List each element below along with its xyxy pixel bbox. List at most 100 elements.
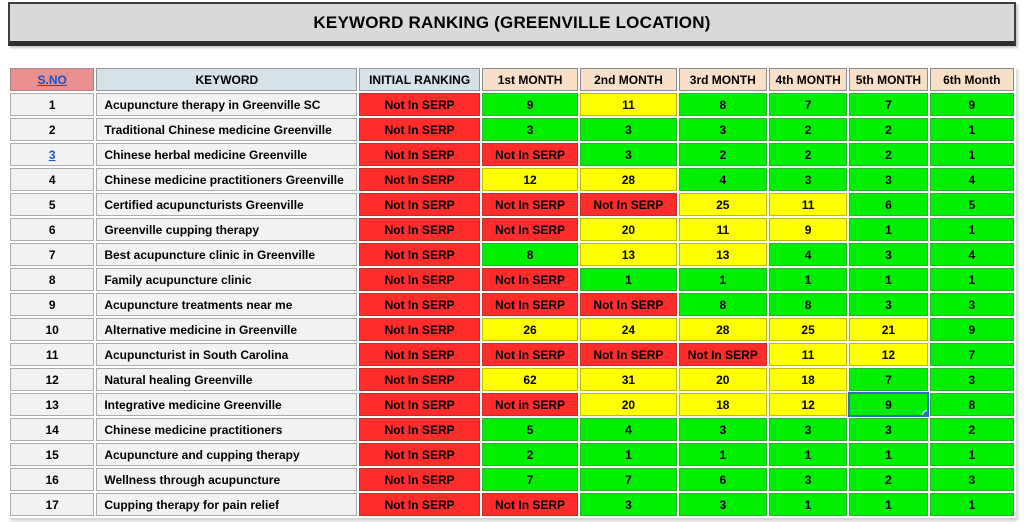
cell-month-5[interactable]: 3 xyxy=(849,243,928,266)
cell-initial-ranking[interactable]: Not In SERP xyxy=(359,218,480,241)
cell-sno[interactable]: 8 xyxy=(10,268,95,291)
cell-month-4[interactable]: 1 xyxy=(768,268,848,291)
cell-month-4[interactable]: 9 xyxy=(768,218,848,241)
cell-month-5[interactable]: 21 xyxy=(849,318,928,341)
cell-month-5[interactable]: 3 xyxy=(849,293,928,316)
cell-sno[interactable]: 10 xyxy=(10,318,95,341)
cell-initial-ranking[interactable]: Not In SERP xyxy=(359,168,480,191)
cell-month-5[interactable]: 6 xyxy=(849,193,928,216)
cell-month-3[interactable]: 6 xyxy=(678,468,767,491)
cell-initial-ranking[interactable]: Not In SERP xyxy=(359,418,480,441)
cell-month-4[interactable]: 1 xyxy=(768,443,848,466)
cell-initial-ranking[interactable]: Not In SERP xyxy=(359,118,480,141)
cell-month-2[interactable]: 11 xyxy=(580,93,677,116)
cell-keyword[interactable]: Natural healing Greenville xyxy=(96,368,358,391)
cell-month-3[interactable]: 3 xyxy=(678,493,767,516)
cell-month-5[interactable]: 3 xyxy=(849,168,928,191)
cell-month-2[interactable]: Not In SERP xyxy=(580,343,677,366)
cell-sno[interactable]: 12 xyxy=(10,368,95,391)
cell-month-2[interactable]: 3 xyxy=(580,143,677,166)
cell-month-1[interactable]: Not In SERP xyxy=(481,193,579,216)
cell-month-4[interactable]: 8 xyxy=(768,293,848,316)
cell-sno[interactable]: 11 xyxy=(10,343,95,366)
cell-month-5[interactable]: 3 xyxy=(849,418,928,441)
cell-month-3[interactable]: 3 xyxy=(678,118,767,141)
cell-initial-ranking[interactable]: Not In SERP xyxy=(359,443,480,466)
cell-month-2[interactable]: 3 xyxy=(580,118,677,141)
cell-month-3[interactable]: 18 xyxy=(678,393,767,416)
cell-initial-ranking[interactable]: Not In SERP xyxy=(359,268,480,291)
cell-month-2[interactable]: Not In SERP xyxy=(580,193,677,216)
cell-month-4[interactable]: 12 xyxy=(768,393,848,416)
cell-month-3[interactable]: 20 xyxy=(678,368,767,391)
cell-month-6[interactable]: 5 xyxy=(929,193,1014,216)
cell-keyword[interactable]: Chinese herbal medicine Greenville xyxy=(96,143,358,166)
cell-month-6[interactable]: 1 xyxy=(929,493,1014,516)
cell-sno[interactable]: 3 xyxy=(10,143,95,166)
cell-initial-ranking[interactable]: Not In SERP xyxy=(359,243,480,266)
cell-sno[interactable]: 15 xyxy=(10,443,95,466)
cell-month-3[interactable]: 25 xyxy=(678,193,767,216)
cell-month-4[interactable]: 25 xyxy=(768,318,848,341)
cell-initial-ranking[interactable]: Not In SERP xyxy=(359,343,480,366)
cell-month-6[interactable]: 7 xyxy=(929,343,1014,366)
cell-keyword[interactable]: Alternative medicine in Greenville xyxy=(96,318,358,341)
cell-month-3[interactable]: 28 xyxy=(678,318,767,341)
cell-month-3[interactable]: 2 xyxy=(678,143,767,166)
cell-month-4[interactable]: 1 xyxy=(768,493,848,516)
cell-month-2[interactable]: 20 xyxy=(580,218,677,241)
cell-keyword[interactable]: Acupuncture treatments near me xyxy=(96,293,358,316)
cell-month-5[interactable]: 2 xyxy=(849,118,928,141)
cell-month-2[interactable]: 31 xyxy=(580,368,677,391)
cell-keyword[interactable]: Traditional Chinese medicine Greenville xyxy=(96,118,358,141)
cell-month-1[interactable]: Not In SERP xyxy=(481,218,579,241)
sno-header-link[interactable]: S.NO xyxy=(37,72,67,87)
cell-month-4[interactable]: 3 xyxy=(768,168,848,191)
cell-month-5[interactable]: 7 xyxy=(849,93,928,116)
cell-sno[interactable]: 4 xyxy=(10,168,95,191)
cell-month-1[interactable]: Not In SERP xyxy=(481,268,579,291)
cell-sno[interactable]: 17 xyxy=(10,493,95,516)
cell-month-5[interactable]: 1 xyxy=(849,493,928,516)
cell-sno[interactable]: 6 xyxy=(10,218,95,241)
cell-month-6[interactable]: 1 xyxy=(929,443,1014,466)
cell-month-4[interactable]: 3 xyxy=(768,418,848,441)
cell-month-1[interactable]: 7 xyxy=(481,468,579,491)
cell-month-4[interactable]: 2 xyxy=(768,118,848,141)
col-header-sno[interactable]: S.NO xyxy=(10,68,95,91)
cell-month-6[interactable]: 3 xyxy=(929,293,1014,316)
cell-month-6[interactable]: 2 xyxy=(929,418,1014,441)
cell-initial-ranking[interactable]: Not In SERP xyxy=(359,493,480,516)
cell-month-3[interactable]: Not In SERP xyxy=(678,343,767,366)
cell-keyword[interactable]: Certified acupuncturists Greenville xyxy=(96,193,358,216)
cell-month-2[interactable]: 1 xyxy=(580,268,677,291)
cell-month-5[interactable]: 12 xyxy=(849,343,928,366)
cell-keyword[interactable]: Acupuncture and cupping therapy xyxy=(96,443,358,466)
cell-month-1[interactable]: 5 xyxy=(481,418,579,441)
cell-month-3[interactable]: 1 xyxy=(678,268,767,291)
cell-month-2[interactable]: 1 xyxy=(580,443,677,466)
cell-month-4[interactable]: 7 xyxy=(768,93,848,116)
cell-keyword[interactable]: Greenville cupping therapy xyxy=(96,218,358,241)
cell-month-3[interactable]: 1 xyxy=(678,443,767,466)
cell-month-6[interactable]: 8 xyxy=(929,393,1014,416)
cell-month-2[interactable]: 28 xyxy=(580,168,677,191)
cell-initial-ranking[interactable]: Not In SERP xyxy=(359,93,480,116)
cell-keyword[interactable]: Family acupuncture clinic xyxy=(96,268,358,291)
cell-sno[interactable]: 5 xyxy=(10,193,95,216)
cell-month-4[interactable]: 3 xyxy=(768,468,848,491)
sno-link[interactable]: 3 xyxy=(48,147,56,162)
cell-month-3[interactable]: 4 xyxy=(678,168,767,191)
cell-month-4[interactable]: 2 xyxy=(768,143,848,166)
cell-month-3[interactable]: 8 xyxy=(678,93,767,116)
cell-keyword[interactable]: Integrative medicine Greenville xyxy=(96,393,358,416)
cell-month-1[interactable]: Not In SERP xyxy=(481,293,579,316)
cell-month-2[interactable]: 4 xyxy=(580,418,677,441)
cell-month-1[interactable]: Not In SERP xyxy=(481,493,579,516)
cell-month-3[interactable]: 11 xyxy=(678,218,767,241)
cell-month-1[interactable]: Not In SERP xyxy=(481,143,579,166)
cell-month-5[interactable]: 1 xyxy=(849,443,928,466)
cell-month-4[interactable]: 11 xyxy=(768,343,848,366)
cell-initial-ranking[interactable]: Not In SERP xyxy=(359,318,480,341)
selection-handle[interactable] xyxy=(921,410,927,415)
